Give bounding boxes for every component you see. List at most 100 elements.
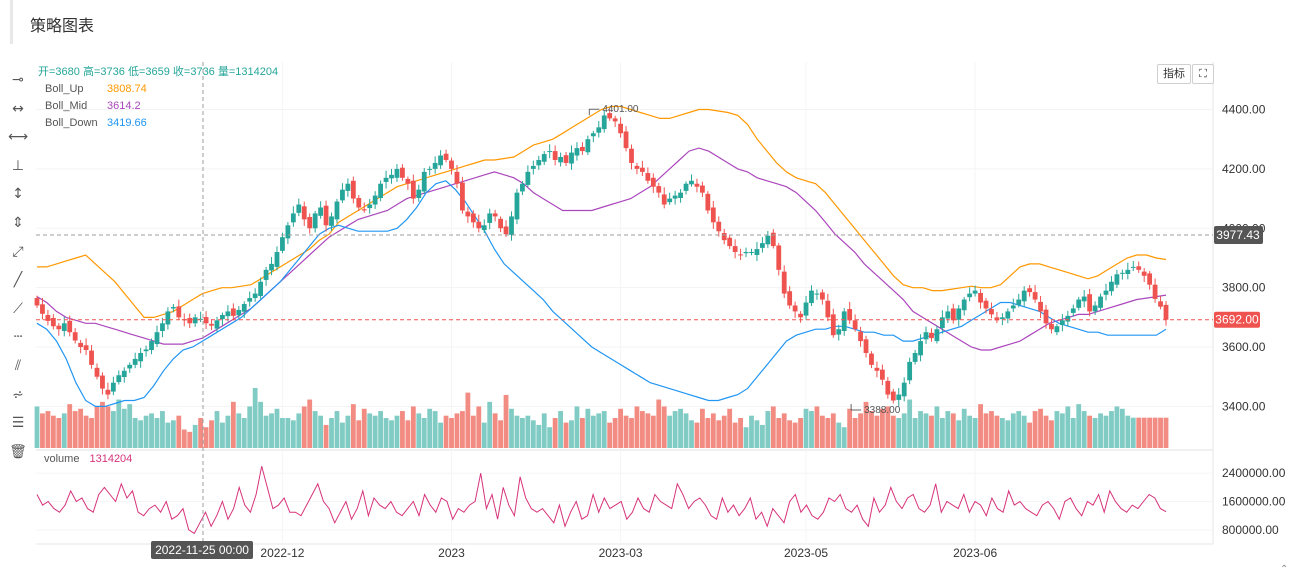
volume-bar: [312, 411, 318, 448]
price-tick-label: 3400.00: [1222, 399, 1266, 413]
volume-bar: [121, 408, 127, 448]
volume-bar: [1136, 417, 1142, 448]
horizontal-ray-icon[interactable]: ⊸: [12, 72, 24, 88]
x-tick-label: 2022-12: [260, 546, 304, 560]
candle-body: [656, 186, 662, 193]
volume-bar: [203, 427, 209, 448]
candle-body: [1136, 266, 1142, 270]
volume-bar: [830, 413, 836, 448]
trend-segment-icon[interactable]: ⟋: [13, 300, 23, 317]
last-price-badge: [1214, 311, 1260, 328]
candle-body: [939, 317, 945, 329]
candle-body: [907, 361, 913, 381]
candle-body: [640, 167, 645, 172]
volume-bar: [454, 413, 460, 448]
candle-body: [1043, 309, 1049, 324]
volume-bar: [803, 408, 809, 448]
candle-body: [1125, 269, 1131, 275]
volume-bar: [481, 422, 487, 448]
volume-bar: [154, 418, 160, 448]
volume-bar: [1081, 411, 1087, 448]
vertical-line-icon[interactable]: ↕: [12, 186, 24, 203]
volume-bar: [1130, 417, 1136, 448]
candle-body: [923, 332, 929, 340]
candle-body: [50, 317, 56, 327]
candle-body: [214, 320, 220, 329]
price-tick-label: 3600.00: [1222, 340, 1266, 354]
candle-body: [61, 323, 67, 332]
price-channel-icon[interactable]: ☰: [11, 415, 25, 432]
candle-body: [1016, 299, 1022, 305]
candle-body: [694, 183, 700, 187]
volume-bar: [759, 424, 765, 448]
candle-body: [176, 306, 182, 318]
volume-bar: [1038, 408, 1043, 448]
candle-body: [269, 263, 274, 271]
parallel-channel-icon[interactable]: ⫽: [14, 358, 22, 374]
volume-bar: [214, 411, 220, 448]
volume-bar: [743, 427, 749, 448]
volume-bar: [263, 415, 269, 448]
candle-body: [705, 193, 711, 211]
candle-body: [83, 345, 89, 351]
crosshair-price-label: 3977.43: [1216, 228, 1260, 242]
horizontal-line-icon[interactable]: ↔: [12, 100, 24, 117]
candle-body: [1119, 272, 1125, 274]
legend-boll-up[interactable]: Boll_Up 3808.74: [45, 83, 147, 95]
candle-body: [716, 221, 722, 232]
horizontal-segment-icon[interactable]: ⟷: [8, 129, 29, 146]
volume-bar: [732, 422, 738, 448]
volume-bar: [269, 413, 274, 448]
candle-body: [863, 339, 869, 353]
fullscreen-icon[interactable]: ⛶: [1192, 64, 1214, 84]
fibonacci-icon[interactable]: ⩫: [12, 386, 24, 403]
candle-body: [509, 216, 514, 235]
candle-body: [798, 313, 803, 318]
volume-bar: [1147, 417, 1153, 448]
candle-body: [280, 237, 285, 251]
high-value: 高=3736: [82, 66, 125, 78]
volume-bar: [787, 420, 793, 448]
candle-body: [634, 165, 640, 169]
volume-bar: [945, 411, 951, 448]
volume-bar: [410, 406, 416, 448]
legend-boll-mid[interactable]: Boll_Mid 3614.2: [45, 100, 141, 112]
trend-ray-icon[interactable]: ⤢: [12, 243, 24, 260]
volume-bar: [438, 422, 444, 448]
candle-body: [394, 168, 400, 178]
ohlc-readout: 开=3680 高=3736 低=3659 收=3736 量=1314204: [38, 64, 278, 81]
volume-bar: [618, 408, 623, 448]
volume-bar: [890, 415, 896, 448]
volume-bar: [34, 406, 40, 448]
candle-body: [263, 269, 269, 280]
candle-body: [749, 252, 754, 254]
chevron-up-icon[interactable]: ⌃: [1280, 564, 1289, 575]
price-line-icon[interactable]: ┄: [13, 329, 23, 346]
volume-bar: [907, 399, 913, 448]
volume-bar: [285, 418, 291, 448]
volume-bar: [1049, 420, 1054, 448]
volume-bar: [160, 411, 165, 448]
candle-body: [127, 364, 133, 369]
delete-icon[interactable]: 🗑: [9, 443, 27, 460]
vertical-ray-icon[interactable]: ⊥: [11, 157, 25, 174]
vertical-segment-icon[interactable]: ⇕: [12, 215, 24, 231]
volume-bar: [94, 406, 100, 448]
trend-line-icon[interactable]: ╱: [13, 272, 23, 289]
candle-body: [901, 382, 907, 397]
candle-body: [994, 317, 1000, 321]
volume-line: [36, 466, 1167, 535]
volume-bar: [1098, 413, 1103, 448]
volume-bar: [209, 420, 214, 448]
legend-boll-down[interactable]: Boll_Down 3419.66: [45, 117, 147, 129]
volume-bar: [400, 411, 405, 448]
candle-body: [1070, 308, 1076, 313]
candle-body: [1103, 290, 1109, 295]
volume-bar: [634, 406, 640, 448]
candle-body: [40, 304, 45, 314]
volume-legend[interactable]: volume 1314204: [44, 453, 133, 465]
candle-body: [541, 154, 547, 162]
volume-bar: [705, 418, 711, 448]
indicators-button[interactable]: 指标: [1157, 64, 1191, 84]
